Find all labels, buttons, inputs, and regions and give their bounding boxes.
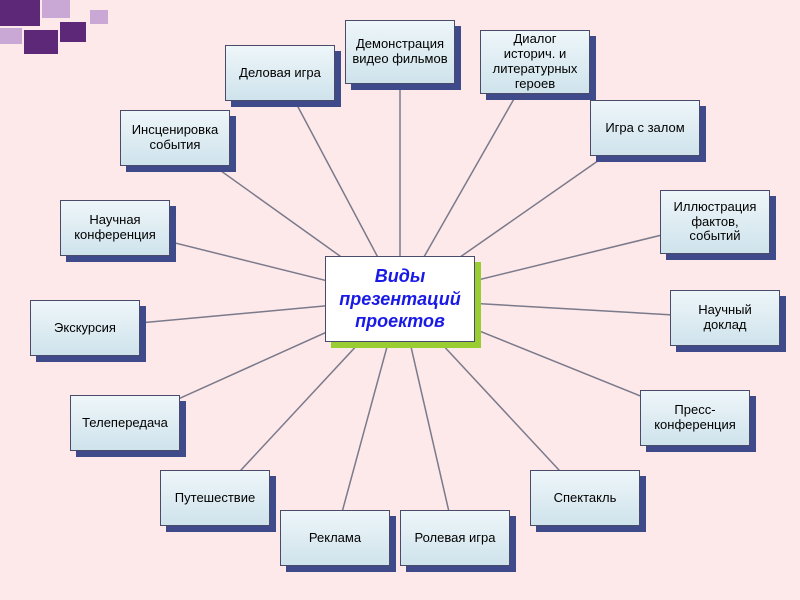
node-label: Демонстрация видео фильмов: [352, 37, 448, 67]
node-label: Научный доклад: [677, 303, 773, 333]
center-node: Видыпрезентацийпроектов: [325, 256, 475, 342]
node-reklama: Реклама: [280, 510, 390, 566]
decor-square: [42, 0, 70, 18]
node-label: Ролевая игра: [415, 531, 496, 546]
node-delovaya: Деловая игра: [225, 45, 335, 101]
node-illustr: Иллюстрация фактов, событий: [660, 190, 770, 254]
decor-square: [24, 30, 58, 54]
node-label: Телепередача: [82, 416, 168, 431]
node-doklad: Научный доклад: [670, 290, 780, 346]
node-puteshestvie: Путешествие: [160, 470, 270, 526]
decor-square: [0, 28, 22, 44]
node-label: Диалог историч. и литературных героев: [487, 32, 583, 92]
center-title-line: презентаций: [339, 288, 460, 311]
node-label: Инсценировка события: [127, 123, 223, 153]
node-label: Научная конференция: [67, 213, 163, 243]
node-label: Иллюстрация фактов, событий: [667, 200, 763, 245]
node-demo-video: Демонстрация видео фильмов: [345, 20, 455, 84]
node-label: Экскурсия: [54, 321, 116, 336]
node-label: Спектакль: [554, 491, 617, 506]
node-label: Пресс-конференция: [647, 403, 743, 433]
node-spektakl: Спектакль: [530, 470, 640, 526]
node-igra-zal: Игра с залом: [590, 100, 700, 156]
node-label: Игра с залом: [605, 121, 684, 136]
node-label: Деловая игра: [239, 66, 321, 81]
center-title-line: Виды: [375, 265, 426, 288]
node-rolevaya: Ролевая игра: [400, 510, 510, 566]
node-ekskursiya: Экскурсия: [30, 300, 140, 356]
corner-decoration: [0, 0, 140, 60]
node-teleperedacha: Телепередача: [70, 395, 180, 451]
center-title-line: проектов: [355, 310, 445, 333]
decor-square: [90, 10, 108, 24]
node-nauch-konf: Научная конференция: [60, 200, 170, 256]
decor-square: [60, 22, 86, 42]
node-press: Пресс-конференция: [640, 390, 750, 446]
node-label: Путешествие: [175, 491, 255, 506]
decor-square: [0, 0, 40, 26]
node-inscen: Инсценировка события: [120, 110, 230, 166]
node-dialog: Диалог историч. и литературных героев: [480, 30, 590, 94]
slide-canvas: Демонстрация видео фильмов Диалог историч…: [0, 0, 800, 600]
node-label: Реклама: [309, 531, 361, 546]
